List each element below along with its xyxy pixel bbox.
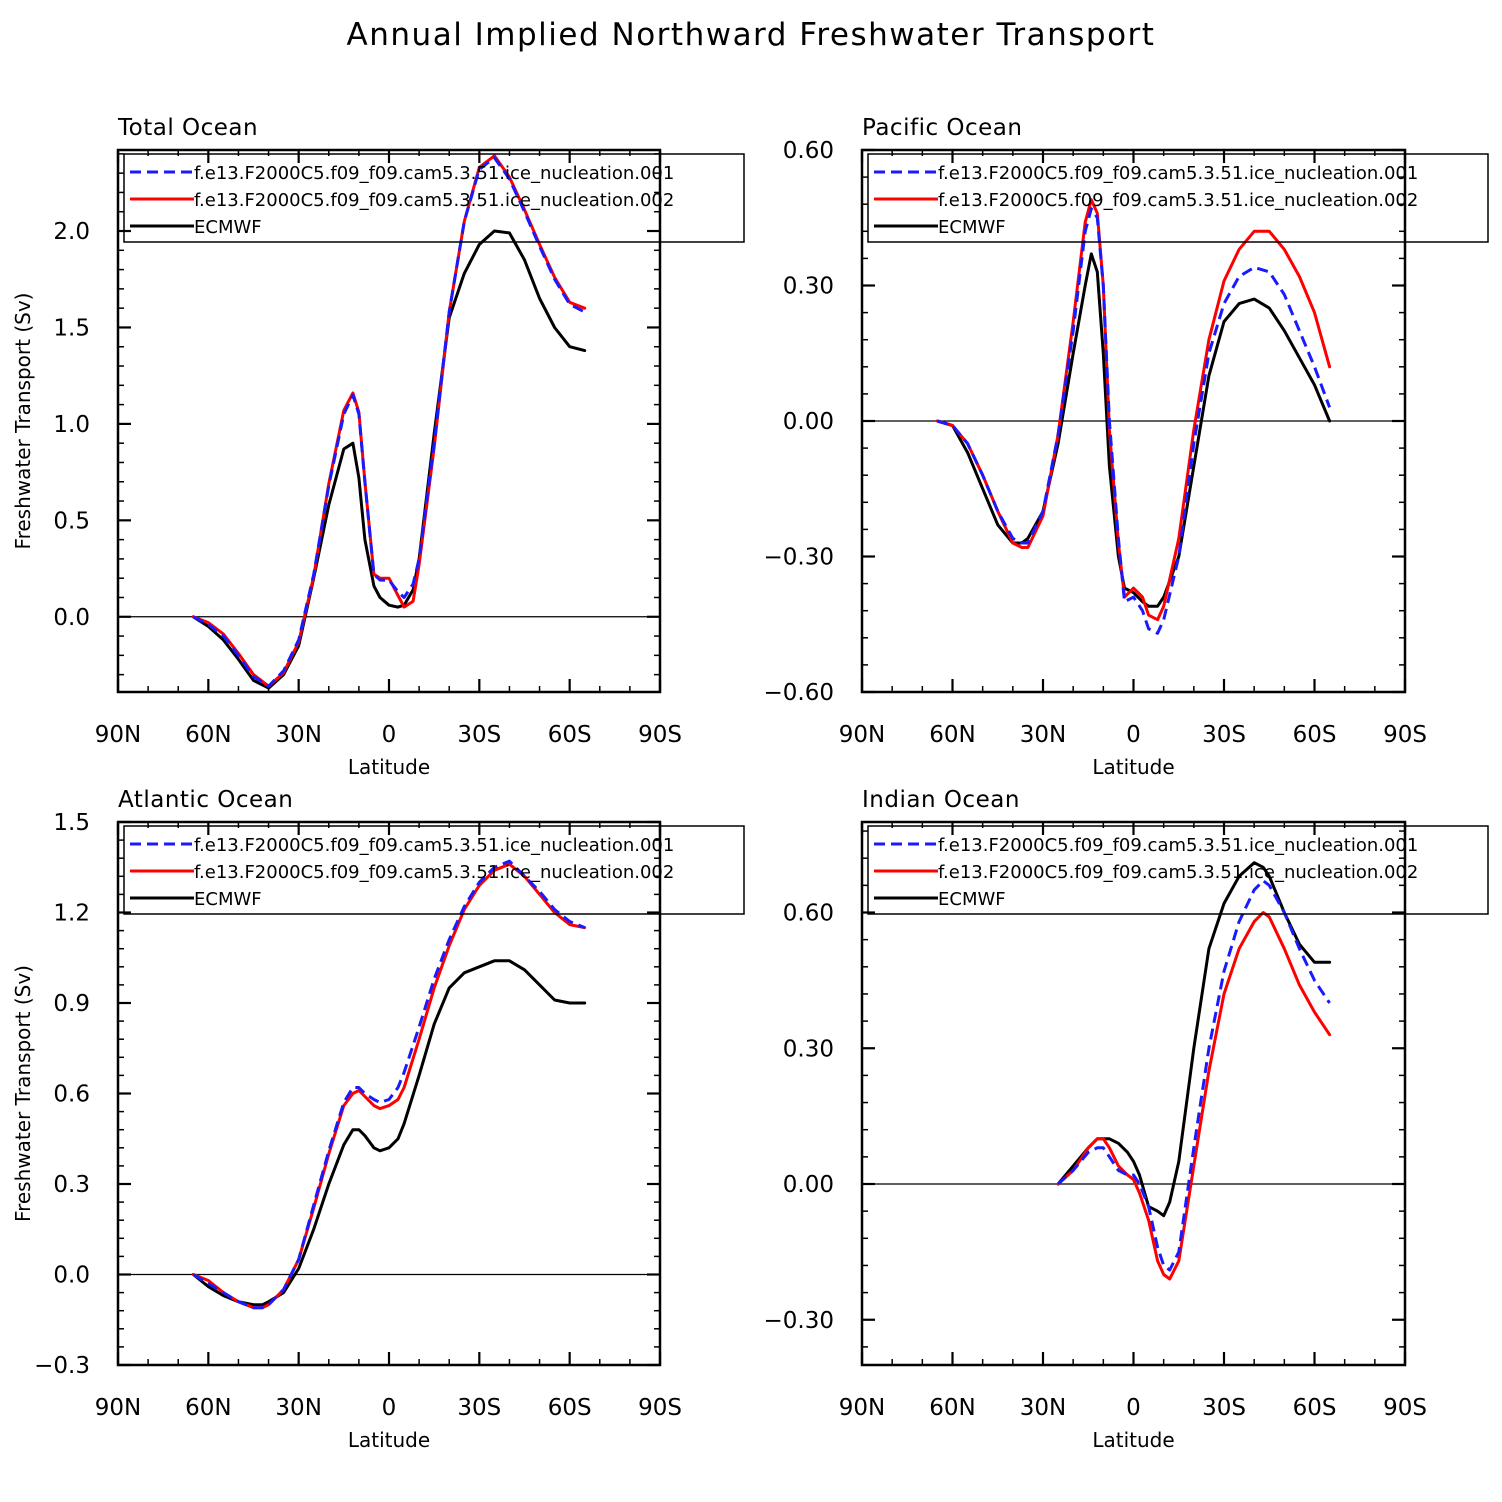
y-tick-label: 1.2 [53, 901, 90, 927]
y-tick-label: 0.30 [783, 274, 834, 300]
legend: f.e13.F2000C5.f09_f09.cam5.3.51.ice_nucl… [123, 153, 745, 243]
x-axis-label: Latitude [348, 755, 430, 779]
series-line-run-001 [936, 207, 1332, 635]
y-tick-label: 0.60 [783, 901, 834, 927]
series-line-run-002 [935, 198, 1332, 622]
legend-label: ECMWF [194, 217, 262, 238]
x-tick-label: 90S [1383, 1395, 1427, 1421]
x-tick-label: 60N [929, 1395, 975, 1421]
series-line-run-002 [191, 862, 587, 1310]
panel-title: Atlantic Ocean [118, 787, 293, 813]
y-tick-label: 0.00 [783, 409, 834, 435]
legend-label: f.e13.F2000C5.f09_f09.cam5.3.51.ice_nucl… [938, 163, 1418, 184]
x-tick-label: 30S [457, 722, 501, 748]
y-axis-label: Freshwater Transport (Sv) [11, 293, 35, 550]
y-tick-label: −0.60 [764, 680, 834, 706]
y-tick-label: 0.5 [53, 508, 90, 534]
series-group [191, 154, 587, 690]
legend: f.e13.F2000C5.f09_f09.cam5.3.51.ice_nucl… [867, 825, 1489, 915]
y-tick-label: −0.30 [764, 545, 834, 571]
x-tick-label: 60S [1293, 1395, 1337, 1421]
legend-label: ECMWF [938, 217, 1006, 238]
x-tick-label: 30S [1202, 1395, 1246, 1421]
y-tick-label: 1.0 [53, 412, 90, 438]
x-tick-label: 0 [1126, 1395, 1141, 1421]
x-tick-label: 90N [95, 1395, 141, 1421]
x-tick-label: 0 [382, 722, 397, 748]
y-axis-label: Freshwater Transport (Sv) [11, 965, 35, 1222]
y-tick-label: 2.0 [53, 219, 90, 245]
legend-label: f.e13.F2000C5.f09_f09.cam5.3.51.ice_nucl… [938, 835, 1418, 856]
x-tick-label: 60N [185, 1395, 231, 1421]
y-tick-label: 0.0 [53, 1263, 90, 1289]
x-axis-label: Latitude [1092, 1428, 1174, 1452]
x-tick-label: 0 [1126, 722, 1141, 748]
series-group [1056, 861, 1332, 1281]
y-tick-label: 1.5 [53, 810, 90, 836]
x-tick-label: 0 [382, 1395, 397, 1421]
legend-label: ECMWF [194, 889, 262, 910]
panel-pacific-ocean: 90N 60N 30N 0 30S 60S 90S −0.60 −0.30 0.00 0.30 0.6… [764, 115, 1489, 779]
x-tick-label: 60S [1293, 722, 1337, 748]
x-tick-label: 90S [638, 722, 682, 748]
x-tick-label: 60S [548, 722, 592, 748]
y-tick-label: 0.6 [53, 1082, 90, 1108]
y-tick-label: 0.0 [53, 605, 90, 631]
series-line-run-001 [192, 156, 586, 688]
legend: f.e13.F2000C5.f09_f09.cam5.3.51.ice_nucl… [123, 825, 745, 915]
panel-total-ocean: 90N 60N 30N 0 30S 60S 90S 0.0 0.5 1.0 1.5 2.0 f.e13.… [11, 115, 745, 779]
x-tick-label: 30S [1202, 722, 1246, 748]
legend-label: f.e13.F2000C5.f09_f09.cam5.3.51.ice_nucl… [938, 862, 1418, 883]
x-tick-label: 60N [185, 722, 231, 748]
panel-indian-ocean: 90N 60N 30N 0 30S 60S 90S −0.30 0.00 0.30 0.60 f.e1… [764, 787, 1489, 1452]
series-line-ecmwf [191, 959, 587, 1307]
x-tick-label: 90S [1383, 722, 1427, 748]
legend-box [123, 825, 745, 915]
x-tick-label: 60S [548, 1395, 592, 1421]
panel-title: Total Ocean [117, 115, 258, 141]
legend-box [123, 153, 745, 243]
x-axis-label: Latitude [348, 1428, 430, 1452]
y-tick-label: 0.00 [783, 1172, 834, 1198]
series-line-run-001 [1057, 879, 1331, 1272]
series-line-run-001 [192, 859, 586, 1310]
legend-box [867, 153, 1489, 243]
series-line-ecmwf [935, 252, 1332, 608]
legend-label: f.e13.F2000C5.f09_f09.cam5.3.51.ice_nucl… [194, 862, 674, 883]
series-line-ecmwf [191, 229, 587, 690]
x-tick-label: 30N [275, 1395, 321, 1421]
legend-label: f.e13.F2000C5.f09_f09.cam5.3.51.ice_nucl… [194, 163, 674, 184]
panel-title: Indian Ocean [862, 787, 1020, 813]
y-tick-label: −0.30 [764, 1308, 834, 1334]
y-tick-label: 0.60 [783, 138, 834, 164]
legend: f.e13.F2000C5.f09_f09.cam5.3.51.ice_nucl… [867, 153, 1489, 243]
x-tick-label: 90N [839, 1395, 885, 1421]
x-tick-label: 30N [1020, 1395, 1066, 1421]
series-group [191, 859, 587, 1310]
legend-label: ECMWF [938, 889, 1006, 910]
legend-label: f.e13.F2000C5.f09_f09.cam5.3.51.ice_nucl… [194, 190, 674, 211]
x-tick-label: 90N [839, 722, 885, 748]
x-tick-label: 90N [95, 722, 141, 748]
panel-atlantic-ocean: 90N 60N 30N 0 30S 60S 90S −0.3 0.0 0.3 0.6 0.9 1.2 1.… [11, 787, 745, 1452]
series-group [935, 198, 1332, 635]
y-tick-label: 1.5 [53, 315, 90, 341]
x-axis-label: Latitude [1092, 755, 1174, 779]
y-tick-label: 0.9 [53, 991, 90, 1017]
x-tick-label: 60N [929, 722, 975, 748]
main-title: Annual Implied Northward Freshwater Tran… [347, 17, 1156, 53]
legend-label: f.e13.F2000C5.f09_f09.cam5.3.51.ice_nucl… [194, 835, 674, 856]
y-tick-label: 0.30 [783, 1036, 834, 1062]
x-tick-label: 30N [275, 722, 321, 748]
x-tick-label: 30N [1020, 722, 1066, 748]
legend-label: f.e13.F2000C5.f09_f09.cam5.3.51.ice_nucl… [938, 190, 1418, 211]
y-tick-label: −0.3 [34, 1353, 90, 1379]
x-tick-label: 30S [457, 1395, 501, 1421]
y-tick-label: 0.3 [53, 1172, 90, 1198]
x-tick-label: 90S [638, 1395, 682, 1421]
series-line-run-002 [1056, 911, 1332, 1281]
panel-title: Pacific Ocean [862, 115, 1022, 141]
legend-box [867, 825, 1489, 915]
